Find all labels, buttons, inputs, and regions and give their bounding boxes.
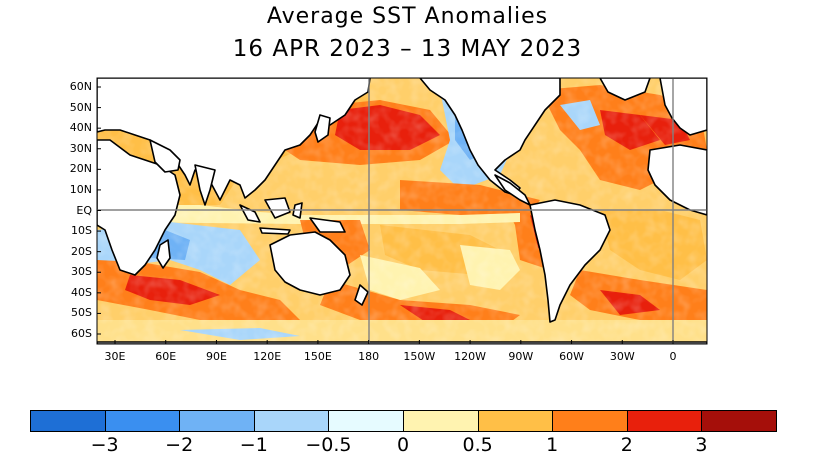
lat-label: 30S [71, 265, 92, 279]
lat-label: 20N [69, 162, 92, 176]
new-zealand-landmass [354, 284, 369, 306]
colorbar-label: 0.5 [462, 434, 493, 456]
madagascar-landmass [156, 239, 171, 269]
lon-label: 30W [609, 350, 635, 363]
lon-label: 30E [104, 350, 126, 363]
lat-label: 10N [69, 182, 92, 196]
java-landmass [259, 227, 291, 235]
colorbar-label: −0.5 [305, 434, 352, 456]
colorbar-swatch [477, 410, 554, 432]
lat-label: 40N [69, 121, 92, 135]
map-title: Average SST Anomalies [266, 4, 549, 29]
lat-label: 40S [71, 285, 92, 299]
lon-label: 120W [454, 350, 487, 363]
colorbar-label: −3 [90, 434, 119, 456]
lon-label: 150W [403, 350, 436, 363]
lon-label: 150E [303, 350, 332, 363]
colorbar-swatch [403, 410, 479, 432]
colorbar-label: −2 [165, 434, 194, 456]
lat-label: 50N [69, 100, 92, 114]
axis-ticks [97, 86, 674, 344]
coastlines [97, 78, 707, 344]
colorbar-label: 1 [546, 434, 559, 456]
india-landmass [194, 164, 216, 206]
colorbar-swatch [328, 410, 404, 432]
colorbar-label: −1 [239, 434, 268, 456]
lon-label: 0 [669, 350, 677, 363]
lat-label: 50S [71, 306, 92, 320]
lon-label: 120E [253, 350, 282, 363]
colorbar-label: 3 [695, 434, 708, 456]
japan-landmass [314, 114, 331, 143]
lat-label: 10S [71, 224, 92, 238]
colorbar-swatch [104, 410, 181, 432]
lat-label: 30N [69, 141, 92, 155]
lon-label: 60E [155, 350, 177, 363]
colorbar-swatch [701, 410, 777, 432]
australia-landmass [269, 231, 351, 296]
lat-label: EQ [76, 203, 92, 217]
colorbar-label: 0 [396, 434, 410, 456]
lat-label: 60N [69, 80, 92, 93]
colorbar-swatch [30, 410, 106, 432]
colorbar-label: 2 [620, 434, 633, 456]
arabia-landmass [149, 139, 181, 173]
colorbar-swatch [626, 410, 703, 432]
colorbar-swatch [552, 410, 628, 432]
western-europe-landmass [659, 78, 707, 136]
new-guinea-landmass [309, 217, 346, 233]
lon-label: 90E [205, 350, 227, 363]
africa-landmass [97, 139, 181, 276]
lon-label: 90W [508, 350, 534, 363]
north-america-landmass [419, 78, 561, 196]
colorbar-swatch [179, 410, 255, 432]
lat-label: 20S [71, 244, 92, 258]
lon-label: 60W [559, 350, 584, 363]
colorbar-swatch [253, 410, 330, 432]
lon-label: 180 [358, 350, 380, 363]
greenland-landmass [599, 78, 651, 101]
borneo-landmass [264, 197, 291, 219]
map-subtitle: 16 APR 2023 – 13 MAY 2023 [232, 36, 583, 62]
lat-label: 60S [71, 327, 92, 340]
